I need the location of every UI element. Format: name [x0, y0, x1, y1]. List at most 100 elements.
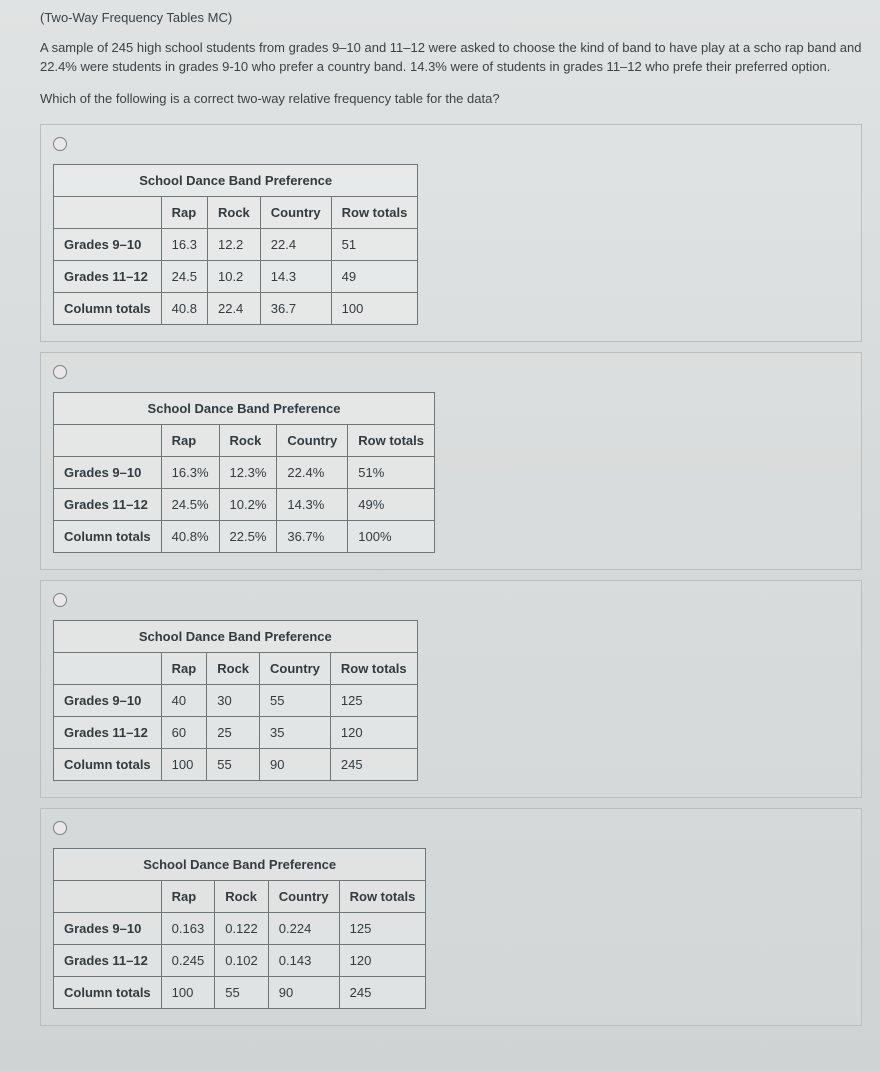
- col-header: Rock: [219, 424, 277, 456]
- row-header: Grades 9–10: [54, 456, 162, 488]
- cell: 36.7: [260, 292, 331, 324]
- row-header: Grades 9–10: [54, 912, 162, 944]
- table-row: Column totals 100 55 90 245: [54, 976, 426, 1008]
- table-row: Grades 11–12 0.245 0.102 0.143 120: [54, 944, 426, 976]
- frequency-table: School Dance Band Preference Rap Rock Co…: [53, 164, 418, 325]
- cell: 24.5: [161, 260, 207, 292]
- cell: 10.2%: [219, 488, 277, 520]
- cell: 245: [330, 748, 417, 780]
- table-row: Column totals 40.8% 22.5% 36.7% 100%: [54, 520, 435, 552]
- cell: 30: [207, 684, 260, 716]
- cell: 12.2: [207, 228, 260, 260]
- cell: 100: [161, 748, 207, 780]
- table-row: Column totals 100 55 90 245: [54, 748, 418, 780]
- cell: 51: [331, 228, 418, 260]
- radio-icon[interactable]: [53, 365, 67, 379]
- col-header: Row totals: [348, 424, 435, 456]
- cell: 40: [161, 684, 207, 716]
- table-corner-cell: [54, 196, 162, 228]
- row-header: Column totals: [54, 748, 162, 780]
- cell: 36.7%: [277, 520, 348, 552]
- cell: 49%: [348, 488, 435, 520]
- cell: 0.102: [215, 944, 269, 976]
- cell: 90: [260, 748, 331, 780]
- answer-option[interactable]: School Dance Band Preference Rap Rock Co…: [40, 352, 862, 570]
- cell: 60: [161, 716, 207, 748]
- table-caption: School Dance Band Preference: [53, 848, 426, 880]
- table-row: Grades 9–10 16.3 12.2 22.4 51: [54, 228, 418, 260]
- table-header-row: Rap Rock Country Row totals: [54, 880, 426, 912]
- col-header: Rock: [207, 196, 260, 228]
- col-header: Row totals: [339, 880, 426, 912]
- col-header: Rap: [161, 880, 215, 912]
- radio-icon[interactable]: [53, 593, 67, 607]
- cell: 14.3%: [277, 488, 348, 520]
- cell: 55: [207, 748, 260, 780]
- row-header: Column totals: [54, 292, 162, 324]
- cell: 0.163: [161, 912, 215, 944]
- row-header: Grades 9–10: [54, 228, 162, 260]
- col-header: Rock: [215, 880, 269, 912]
- cell: 100: [331, 292, 418, 324]
- table-header-row: Rap Rock Country Row totals: [54, 196, 418, 228]
- answer-option[interactable]: School Dance Band Preference Rap Rock Co…: [40, 580, 862, 798]
- cell: 40.8: [161, 292, 207, 324]
- cell: 245: [339, 976, 426, 1008]
- col-header: Rap: [161, 424, 219, 456]
- cell: 0.245: [161, 944, 215, 976]
- answer-option[interactable]: School Dance Band Preference Rap Rock Co…: [40, 124, 862, 342]
- table-row: Grades 11–12 24.5% 10.2% 14.3% 49%: [54, 488, 435, 520]
- col-header: Row totals: [330, 652, 417, 684]
- cell: 0.122: [215, 912, 269, 944]
- cell: 22.5%: [219, 520, 277, 552]
- row-header: Grades 11–12: [54, 944, 162, 976]
- col-header: Rap: [161, 196, 207, 228]
- cell: 0.143: [268, 944, 339, 976]
- col-header: Country: [260, 652, 331, 684]
- frequency-table: School Dance Band Preference Rap Rock Co…: [53, 848, 426, 1009]
- cell: 120: [339, 944, 426, 976]
- col-header: Country: [268, 880, 339, 912]
- cell: 10.2: [207, 260, 260, 292]
- cell: 12.3%: [219, 456, 277, 488]
- col-header: Rock: [207, 652, 260, 684]
- table-row: Grades 11–12 24.5 10.2 14.3 49: [54, 260, 418, 292]
- col-header: Country: [277, 424, 348, 456]
- cell: 24.5%: [161, 488, 219, 520]
- cell: 22.4%: [277, 456, 348, 488]
- col-header: Country: [260, 196, 331, 228]
- cell: 22.4: [207, 292, 260, 324]
- cell: 90: [268, 976, 339, 1008]
- cell: 120: [330, 716, 417, 748]
- cell: 14.3: [260, 260, 331, 292]
- cell: 22.4: [260, 228, 331, 260]
- radio-icon[interactable]: [53, 821, 67, 835]
- cell: 125: [339, 912, 426, 944]
- frequency-table: School Dance Band Preference Rap Rock Co…: [53, 620, 418, 781]
- table-corner-cell: [54, 652, 162, 684]
- question-prompt: Which of the following is a correct two-…: [40, 91, 862, 106]
- table-header-row: Rap Rock Country Row totals: [54, 652, 418, 684]
- radio-icon[interactable]: [53, 137, 67, 151]
- question-header: (Two-Way Frequency Tables MC): [40, 10, 862, 25]
- row-header: Column totals: [54, 520, 162, 552]
- table-caption: School Dance Band Preference: [53, 620, 418, 652]
- row-header: Grades 11–12: [54, 488, 162, 520]
- table-caption: School Dance Band Preference: [53, 392, 435, 424]
- question-body: A sample of 245 high school students fro…: [40, 39, 862, 77]
- answer-option[interactable]: School Dance Band Preference Rap Rock Co…: [40, 808, 862, 1026]
- cell: 0.224: [268, 912, 339, 944]
- table-header-row: Rap Rock Country Row totals: [54, 424, 435, 456]
- cell: 35: [260, 716, 331, 748]
- col-header: Row totals: [331, 196, 418, 228]
- table-row: Grades 9–10 40 30 55 125: [54, 684, 418, 716]
- table-row: Grades 9–10 16.3% 12.3% 22.4% 51%: [54, 456, 435, 488]
- row-header: Grades 11–12: [54, 716, 162, 748]
- cell: 125: [330, 684, 417, 716]
- table-corner-cell: [54, 880, 162, 912]
- cell: 49: [331, 260, 418, 292]
- col-header: Rap: [161, 652, 207, 684]
- cell: 16.3%: [161, 456, 219, 488]
- cell: 40.8%: [161, 520, 219, 552]
- table-row: Grades 9–10 0.163 0.122 0.224 125: [54, 912, 426, 944]
